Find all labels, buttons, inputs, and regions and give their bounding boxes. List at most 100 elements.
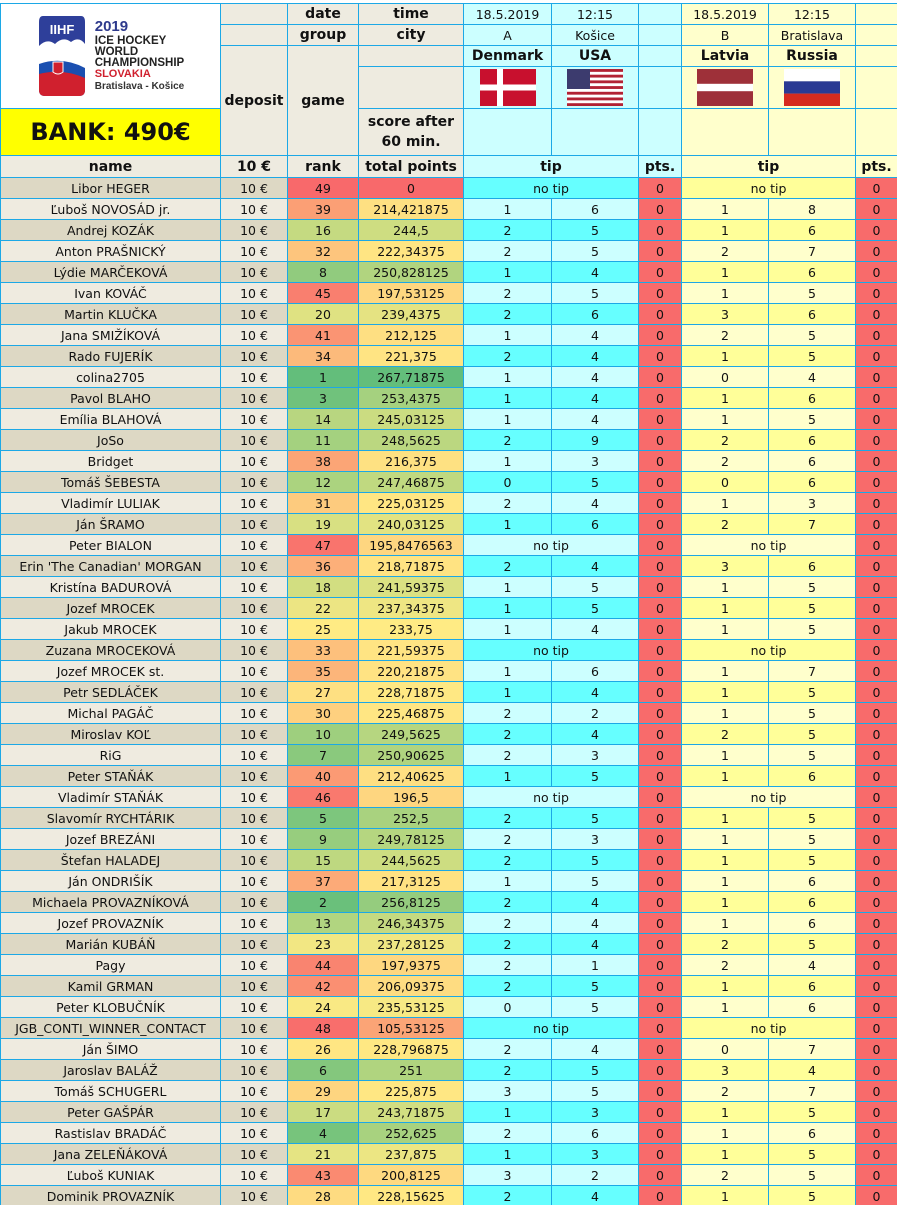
tip-home-goals[interactable]: 2 <box>463 933 552 955</box>
tip-away-goals[interactable]: 4 <box>768 954 856 976</box>
tip-away-goals[interactable]: 6 <box>551 513 639 535</box>
tip-away-goals[interactable]: 6 <box>768 975 856 997</box>
tip-away-goals[interactable]: 4 <box>551 324 639 346</box>
tip-home-goals[interactable]: 2 <box>463 429 552 451</box>
tip-away-goals[interactable]: 3 <box>768 492 856 514</box>
tip-home-goals[interactable]: 1 <box>681 807 769 829</box>
no-tip-cell[interactable]: no tip <box>463 786 639 808</box>
tip-home-goals[interactable]: 1 <box>463 324 552 346</box>
tip-home-goals[interactable]: 1 <box>681 765 769 787</box>
tip-away-goals[interactable]: 5 <box>768 1101 856 1123</box>
tip-home-goals[interactable]: 1 <box>681 198 769 220</box>
tip-away-goals[interactable]: 5 <box>768 408 856 430</box>
tip-away-goals[interactable]: 6 <box>768 387 856 409</box>
tip-away-goals[interactable]: 4 <box>551 492 639 514</box>
tip-away-goals[interactable]: 5 <box>768 576 856 598</box>
tip-home-goals[interactable]: 2 <box>463 240 552 262</box>
tip-home-goals[interactable]: 1 <box>463 513 552 535</box>
tip-away-goals[interactable]: 4 <box>551 555 639 577</box>
tip-away-goals[interactable]: 3 <box>551 1101 639 1123</box>
tip-home-goals[interactable]: 1 <box>681 660 769 682</box>
tip-away-goals[interactable]: 6 <box>768 996 856 1018</box>
tip-home-goals[interactable]: 2 <box>681 324 769 346</box>
tip-away-goals[interactable]: 5 <box>768 933 856 955</box>
tip-away-goals[interactable]: 5 <box>551 1080 639 1102</box>
tip-away-goals[interactable]: 4 <box>551 261 639 283</box>
tip-home-goals[interactable]: 2 <box>463 807 552 829</box>
tip-away-goals[interactable]: 5 <box>551 240 639 262</box>
tip-home-goals[interactable]: 1 <box>463 618 552 640</box>
tip-home-goals[interactable]: 2 <box>681 240 769 262</box>
tip-home-goals[interactable]: 2 <box>681 429 769 451</box>
tip-away-goals[interactable]: 5 <box>768 1185 856 1205</box>
tip-home-goals[interactable]: 2 <box>463 555 552 577</box>
tip-home-goals[interactable]: 1 <box>681 828 769 850</box>
tip-away-goals[interactable]: 5 <box>768 1164 856 1186</box>
tip-away-goals[interactable]: 5 <box>551 975 639 997</box>
tip-home-goals[interactable]: 3 <box>463 1080 552 1102</box>
tip-home-goals[interactable]: 2 <box>463 282 552 304</box>
tip-away-goals[interactable]: 4 <box>768 1059 856 1081</box>
tip-away-goals[interactable]: 5 <box>551 282 639 304</box>
tip-home-goals[interactable]: 1 <box>681 219 769 241</box>
tip-home-goals[interactable]: 0 <box>463 471 552 493</box>
tip-away-goals[interactable]: 7 <box>768 660 856 682</box>
tip-home-goals[interactable]: 3 <box>681 303 769 325</box>
tip-home-goals[interactable]: 2 <box>463 1185 552 1205</box>
tip-home-goals[interactable]: 1 <box>463 681 552 703</box>
tip-home-goals[interactable]: 1 <box>681 1122 769 1144</box>
tip-away-goals[interactable]: 5 <box>551 849 639 871</box>
tip-home-goals[interactable]: 1 <box>681 912 769 934</box>
no-tip-cell[interactable]: no tip <box>463 534 639 556</box>
tip-away-goals[interactable]: 6 <box>768 219 856 241</box>
tip-home-goals[interactable]: 0 <box>681 1038 769 1060</box>
tip-home-goals[interactable]: 2 <box>463 1059 552 1081</box>
no-tip-cell[interactable]: no tip <box>681 639 856 661</box>
tip-home-goals[interactable]: 0 <box>681 471 769 493</box>
tip-away-goals[interactable]: 6 <box>768 765 856 787</box>
tip-away-goals[interactable]: 1 <box>551 954 639 976</box>
no-tip-cell[interactable]: no tip <box>681 786 856 808</box>
tip-home-goals[interactable]: 1 <box>463 576 552 598</box>
tip-home-goals[interactable]: 0 <box>681 366 769 388</box>
no-tip-cell[interactable]: no tip <box>463 177 639 199</box>
tip-away-goals[interactable]: 6 <box>551 198 639 220</box>
tip-home-goals[interactable]: 1 <box>463 1143 552 1165</box>
tip-away-goals[interactable]: 5 <box>768 1143 856 1165</box>
tip-away-goals[interactable]: 6 <box>551 303 639 325</box>
tip-away-goals[interactable]: 5 <box>768 345 856 367</box>
tip-away-goals[interactable]: 4 <box>551 912 639 934</box>
tip-home-goals[interactable]: 2 <box>463 345 552 367</box>
tip-home-goals[interactable]: 1 <box>681 975 769 997</box>
tip-home-goals[interactable]: 2 <box>463 828 552 850</box>
tip-home-goals[interactable]: 2 <box>463 303 552 325</box>
tip-away-goals[interactable]: 4 <box>551 387 639 409</box>
tip-home-goals[interactable]: 1 <box>463 1101 552 1123</box>
tip-away-goals[interactable]: 6 <box>768 891 856 913</box>
tip-home-goals[interactable]: 2 <box>463 975 552 997</box>
tip-home-goals[interactable]: 1 <box>681 1101 769 1123</box>
tip-away-goals[interactable]: 5 <box>768 723 856 745</box>
tip-home-goals[interactable]: 2 <box>681 933 769 955</box>
tip-home-goals[interactable]: 1 <box>681 408 769 430</box>
tip-away-goals[interactable]: 5 <box>551 996 639 1018</box>
tip-home-goals[interactable]: 2 <box>463 849 552 871</box>
tip-home-goals[interactable]: 1 <box>463 450 552 472</box>
tip-home-goals[interactable]: 2 <box>681 513 769 535</box>
tip-home-goals[interactable]: 1 <box>463 765 552 787</box>
tip-home-goals[interactable]: 1 <box>681 597 769 619</box>
tip-home-goals[interactable]: 2 <box>463 723 552 745</box>
tip-away-goals[interactable]: 6 <box>768 1122 856 1144</box>
tip-home-goals[interactable]: 3 <box>681 1059 769 1081</box>
tip-home-goals[interactable]: 1 <box>681 492 769 514</box>
tip-home-goals[interactable]: 3 <box>681 555 769 577</box>
tip-away-goals[interactable]: 5 <box>768 702 856 724</box>
tip-away-goals[interactable]: 4 <box>551 618 639 640</box>
tip-away-goals[interactable]: 5 <box>551 870 639 892</box>
tip-home-goals[interactable]: 2 <box>681 1164 769 1186</box>
tip-home-goals[interactable]: 2 <box>681 450 769 472</box>
tip-away-goals[interactable]: 6 <box>768 555 856 577</box>
tip-home-goals[interactable]: 2 <box>681 954 769 976</box>
tip-away-goals[interactable]: 5 <box>551 597 639 619</box>
tip-home-goals[interactable]: 2 <box>463 492 552 514</box>
